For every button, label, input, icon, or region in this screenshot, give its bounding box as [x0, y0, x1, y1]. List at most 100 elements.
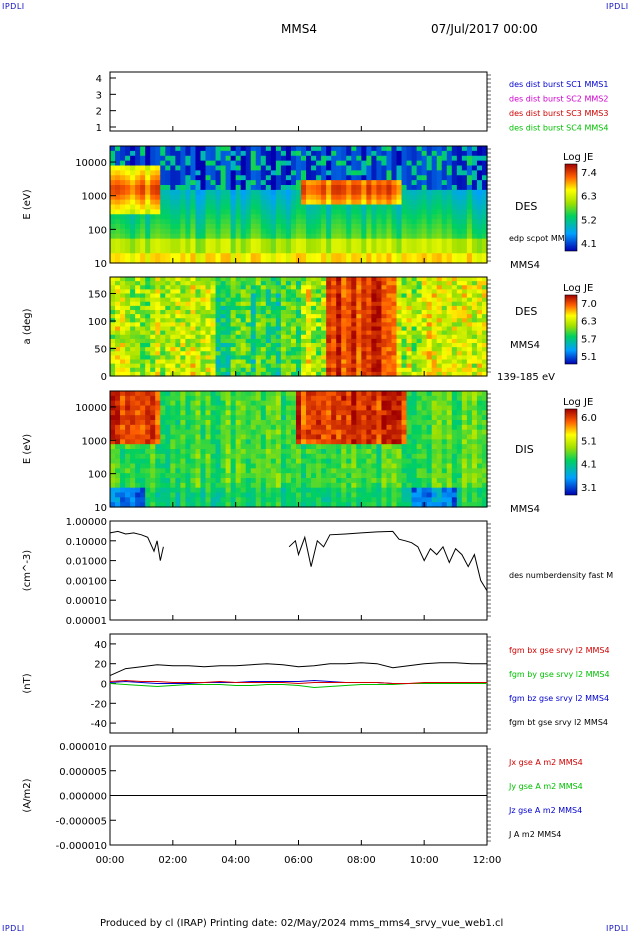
des-energy-cell — [471, 253, 478, 259]
dis-energy-cell — [326, 434, 332, 440]
dis-energy-cell — [190, 410, 197, 416]
des-energy-cell — [165, 146, 171, 152]
des-pitch-cell — [456, 293, 463, 299]
dis-energy-cell — [311, 482, 317, 489]
des-pitch-cell — [341, 359, 347, 365]
des-pitch-cell — [406, 293, 413, 299]
des-energy-cell — [190, 189, 197, 196]
dis-energy-cell — [321, 453, 327, 460]
dis-energy-cell — [280, 439, 287, 445]
des-energy-cell — [145, 253, 151, 259]
dis-energy-cell — [125, 492, 131, 498]
des-energy-cell — [220, 204, 227, 210]
des-energy-ylabel: E (eV) — [22, 189, 33, 219]
des-energy-cell — [461, 214, 468, 220]
des-energy-cell — [190, 165, 197, 171]
des-pitch-cell — [245, 297, 252, 303]
des-pitch-cell — [471, 363, 478, 369]
des-pitch-cell — [185, 326, 192, 332]
des-energy-cell — [155, 180, 161, 186]
des-pitch-cell — [140, 293, 146, 299]
des-energy-cell — [230, 175, 237, 181]
des-pitch-cell — [451, 281, 458, 286]
des-pitch-cell — [366, 301, 372, 307]
des-pitch-cell — [185, 289, 192, 295]
des-energy-cell — [135, 165, 141, 171]
des-energy-cell — [150, 194, 156, 201]
des-energy-cell — [185, 146, 192, 152]
des-energy-cell — [436, 180, 443, 186]
des-energy-cell — [471, 180, 478, 186]
dis-energy-cell — [301, 497, 307, 503]
des-energy-cell — [270, 180, 277, 186]
dis-energy-cell — [130, 391, 136, 397]
dis-energy-cell — [275, 468, 282, 474]
des-pitch-cell — [125, 343, 131, 348]
des-pitch-cell — [155, 363, 161, 369]
des-energy-cell — [230, 150, 237, 157]
des-pitch-cell — [361, 359, 367, 365]
des-pitch-cell — [326, 277, 332, 282]
des-energy-cell — [381, 194, 388, 201]
des-energy-cell — [331, 204, 337, 210]
des-energy-cell — [351, 170, 357, 176]
dis-energy-cell — [306, 415, 312, 421]
des-energy-cell — [230, 258, 237, 264]
des-energy-cell — [436, 150, 443, 157]
des-energy-cell — [306, 238, 312, 245]
des-energy-cell — [321, 228, 327, 235]
des-energy-cell — [170, 248, 176, 254]
des-pitch-cell — [215, 330, 222, 336]
des-energy-cell — [441, 175, 448, 181]
dis-energy-cell — [125, 391, 131, 397]
des-pitch-cell — [476, 289, 483, 295]
des-pitch-cell — [311, 371, 317, 377]
des-pitch-cell — [381, 297, 388, 303]
dis-energy-cell — [140, 410, 146, 416]
dis-energy-cell — [301, 415, 307, 421]
dis-energy-cell — [190, 434, 197, 440]
des-pitch-cell — [381, 310, 388, 315]
dis-energy-cell — [311, 439, 317, 445]
dis-energy-cell — [356, 463, 362, 469]
dis-energy-cell — [321, 492, 327, 498]
des-energy-cell — [441, 199, 448, 206]
des-pitch-cell — [245, 318, 252, 323]
dis-energy-cell — [321, 473, 327, 479]
des-pitch-cell — [230, 277, 237, 282]
dis-energy-cell — [356, 453, 362, 460]
des-energy-cell — [376, 253, 383, 259]
dis-energy-cell — [240, 468, 247, 474]
des-pitch-cell — [220, 318, 227, 323]
dis-energy-cell — [270, 415, 277, 421]
des-pitch-cell — [270, 326, 277, 332]
des-pitch-cell — [225, 314, 232, 319]
des-pitch-cell — [200, 355, 207, 361]
burst-ytick-label: 3 — [96, 90, 102, 101]
des-energy-cell — [331, 194, 337, 201]
des-energy-cell — [456, 209, 463, 215]
dis-energy-cell — [336, 463, 342, 469]
des-pitch-cell — [436, 318, 443, 323]
des-energy-cell — [391, 180, 398, 186]
dis-energy-cell — [346, 439, 352, 445]
des-pitch-cell — [301, 351, 307, 356]
dis-energy-cell — [316, 444, 322, 450]
des-pitch-cell — [361, 355, 367, 361]
des-energy-cell — [346, 228, 352, 235]
des-pitch-cell — [120, 310, 126, 315]
des-energy-cell — [130, 258, 136, 264]
dis-energy-cell — [135, 391, 141, 397]
dis-energy-cell — [260, 453, 267, 460]
burst-legend-entry: des dist burst SC1 MMS1 — [509, 80, 608, 89]
des-pitch-cell — [110, 305, 116, 311]
des-pitch-cell — [155, 330, 161, 336]
des-energy-cell — [225, 160, 232, 167]
des-pitch-cell — [120, 293, 126, 299]
des-energy-cell — [376, 214, 383, 220]
dis-energy-cell — [346, 449, 352, 455]
des-energy-cell — [366, 214, 372, 220]
des-energy-cell — [165, 248, 171, 254]
des-pitch-cell — [346, 314, 352, 319]
des-energy-cell — [270, 185, 277, 191]
